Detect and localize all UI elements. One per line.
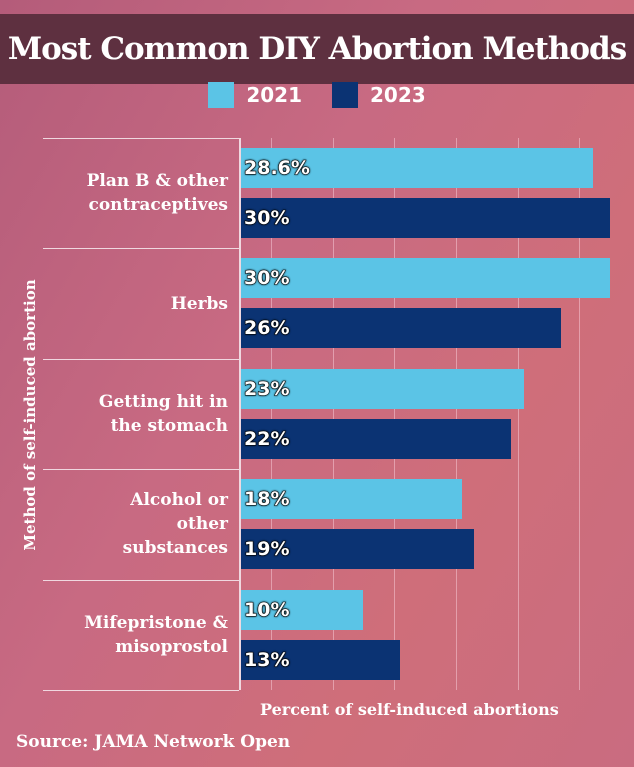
legend-item-2021: 2021: [208, 82, 302, 108]
bar-2021: 18%: [240, 479, 462, 520]
data-label: 10%: [243, 598, 290, 621]
bar-2023: 22%: [240, 418, 512, 459]
category-label: Plan B & other contraceptives: [28, 169, 228, 217]
gridline: [394, 138, 396, 690]
category-separator: [43, 248, 239, 250]
category-label: Alcohol or other substances: [28, 488, 228, 560]
category-separator: [43, 358, 239, 360]
data-label: 30%: [243, 207, 290, 230]
gridline: [270, 138, 272, 690]
category-label-line: Mifepristone &: [84, 612, 228, 633]
category-separator: [43, 690, 239, 691]
category-label: Mifepristone & misoprostol: [28, 611, 228, 659]
bar-2023: 30%: [240, 198, 610, 238]
x-axis-label: Percent of self-induced abortions: [260, 700, 559, 719]
y-axis-line: [239, 138, 241, 690]
data-label: 19%: [243, 538, 290, 561]
category-label-line: contraceptives: [88, 195, 228, 216]
legend-swatch-2023: [332, 82, 358, 108]
category-separator: [43, 579, 239, 581]
legend-swatch-2021: [208, 82, 235, 108]
category-separator: [43, 469, 239, 471]
chart-title: Most Common DIY Abortion Methods: [7, 31, 627, 67]
data-label: 26%: [243, 317, 290, 340]
category-label-line: other: [176, 514, 228, 535]
category-label: Getting hit in the stomach: [28, 390, 228, 438]
legend-label-2021: 2021: [246, 83, 302, 107]
data-label: 30%: [243, 267, 290, 290]
gridline: [517, 138, 519, 690]
gridline: [455, 138, 457, 690]
data-label: 18%: [243, 488, 290, 511]
category-label-line: Getting hit in: [98, 392, 228, 412]
category-label-line: the stomach: [110, 416, 228, 436]
category-label-line: substances: [122, 538, 228, 559]
category-label-line: Herbs: [170, 293, 228, 314]
bar-2021: 23%: [240, 368, 524, 409]
gridline: [332, 138, 334, 690]
category-separator: [43, 138, 239, 139]
bar-2021: 28.6%: [240, 148, 593, 188]
data-label: 13%: [243, 648, 290, 671]
category-label-line: Alcohol or: [130, 490, 228, 511]
data-label: 28.6%: [244, 157, 311, 180]
source-note: Source: JAMA Network Open: [16, 732, 291, 752]
gridline: [579, 138, 581, 690]
legend: 2021 2023: [0, 82, 634, 108]
bar-2021: 10%: [240, 589, 364, 630]
title-band: Most Common DIY Abortion Methods: [0, 14, 634, 84]
data-label: 23%: [243, 377, 290, 400]
legend-label-2023: 2023: [370, 83, 426, 107]
category-label: Herbs: [28, 292, 228, 316]
bar-2023: 19%: [240, 529, 475, 570]
legend-item-2023: 2023: [332, 82, 426, 108]
category-label-line: misoprostol: [115, 636, 228, 657]
bar-2023: 26%: [240, 308, 561, 349]
category-label-line: Plan B & other: [86, 171, 228, 192]
bar-2023: 13%: [240, 639, 401, 680]
bar-2021: 30%: [240, 258, 610, 299]
data-label: 22%: [243, 427, 290, 450]
